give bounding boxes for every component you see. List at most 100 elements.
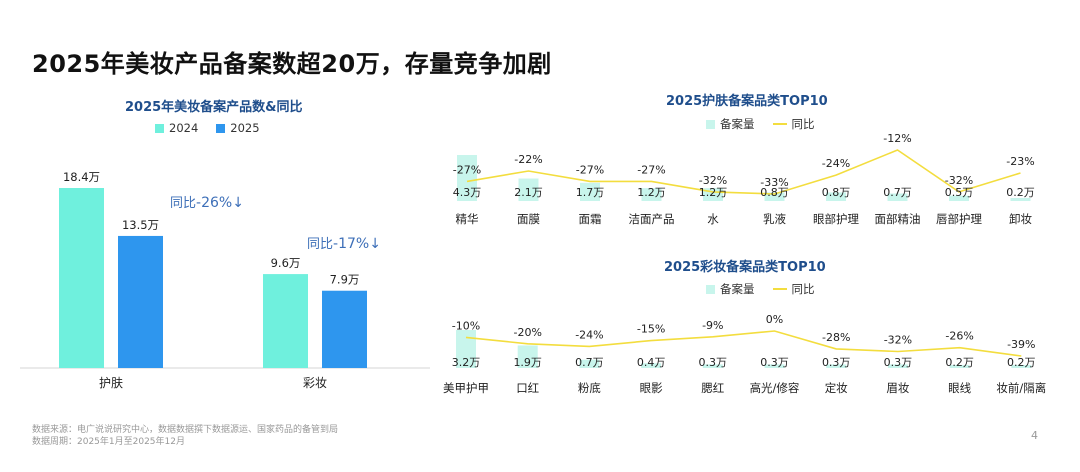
yoy-label: -9% bbox=[702, 319, 723, 332]
volume-bar bbox=[764, 192, 785, 201]
category-label: 卸妆 bbox=[1009, 212, 1032, 226]
yoy-line bbox=[466, 149, 1021, 195]
volume-bar bbox=[949, 195, 969, 201]
yoy-label: -22% bbox=[514, 153, 542, 166]
legend-yoy-swatch bbox=[772, 288, 787, 290]
volume-bar bbox=[1011, 365, 1032, 368]
volume-label: 0.7万 bbox=[575, 356, 604, 369]
volume-label: 0.5万 bbox=[945, 186, 974, 199]
volume-bar bbox=[641, 188, 662, 201]
volume-bar bbox=[826, 364, 847, 368]
makeup-chart-title: 2025彩妆备案品类TOP10 bbox=[664, 260, 826, 275]
category-label: 眉妆 bbox=[886, 381, 909, 395]
legend-volume-swatch bbox=[706, 284, 715, 294]
yoy-label: -24% bbox=[575, 328, 603, 341]
category-label: 粉底 bbox=[578, 381, 601, 395]
footnote-period: 数据周期：2025年1月至2025年12月 bbox=[32, 437, 185, 447]
volume-bar bbox=[764, 364, 785, 368]
legend-volume: 备案量 bbox=[706, 116, 755, 132]
category-label: 洁面产品 bbox=[629, 212, 675, 226]
legend-yoy-swatch bbox=[772, 123, 787, 125]
footnote-source: 数据来源：电广说说研究中心，数据数据撰下数据源运、国家药品的备管到局 bbox=[32, 425, 339, 435]
skincare-yoy-annotation: 同比-26%↓ bbox=[170, 195, 244, 211]
volume-label: 0.8万 bbox=[760, 186, 789, 199]
yoy-label: -28% bbox=[822, 331, 850, 344]
category-label: 高光/修容 bbox=[750, 381, 800, 395]
volume-label: 0.3万 bbox=[884, 356, 913, 369]
bar-value-label: 9.6万 bbox=[271, 256, 301, 270]
volume-label: 1.9万 bbox=[513, 356, 542, 369]
volume-label: 0.2万 bbox=[1006, 186, 1035, 199]
yoy-label: -39% bbox=[1007, 338, 1035, 351]
yoy-label: -27% bbox=[637, 163, 665, 176]
legend-volume-swatch bbox=[706, 119, 715, 129]
volume-label: 0.7万 bbox=[883, 186, 912, 199]
category-label: 眼线 bbox=[948, 381, 971, 395]
yoy-label: -32% bbox=[884, 334, 912, 347]
volume-bar bbox=[579, 359, 600, 368]
category-label: 精华 bbox=[456, 212, 479, 226]
volume-label: 2.1万 bbox=[514, 186, 543, 199]
page-title: 2025年美妆产品备案数超20万，存量竞争加剧 bbox=[32, 50, 552, 78]
category-label: 腮红 bbox=[701, 381, 724, 395]
volume-label: 1.7万 bbox=[576, 186, 605, 199]
volume-bar bbox=[949, 365, 970, 368]
volume-bar bbox=[826, 192, 846, 201]
makeup-chart-legend: 备案量 同比 bbox=[706, 281, 815, 297]
category-label: 乳液 bbox=[763, 212, 786, 226]
yoy-label: -24% bbox=[822, 157, 850, 170]
legend-2025: 2025 bbox=[216, 121, 260, 135]
legend-2024-swatch bbox=[155, 123, 164, 133]
skincare-chart-legend: 备案量 同比 bbox=[706, 116, 815, 132]
bar-2024-1 bbox=[263, 274, 308, 368]
makeup-yoy-annotation: 同比-17%↓ bbox=[307, 236, 381, 252]
volume-bar bbox=[518, 178, 539, 201]
legend-2024: 2024 bbox=[155, 121, 198, 135]
volume-bar bbox=[887, 364, 908, 368]
bar-2025-0 bbox=[118, 235, 163, 368]
category-label: 口红 bbox=[516, 381, 539, 395]
volume-label: 0.3万 bbox=[760, 356, 789, 369]
yoy-label: -20% bbox=[513, 326, 541, 339]
yoy-label: -27% bbox=[576, 163, 604, 176]
category-label: 面霜 bbox=[579, 212, 602, 226]
legend-yoy: 同比 bbox=[772, 116, 815, 132]
main-chart-title: 2025年美妆备案产品数&同比 bbox=[125, 100, 303, 115]
yoy-label: -27% bbox=[453, 163, 481, 176]
bar-value-label: 13.5万 bbox=[122, 218, 159, 232]
volume-label: 3.2万 bbox=[452, 356, 481, 369]
volume-bar bbox=[580, 182, 600, 201]
category-label: 面部精油 bbox=[875, 212, 921, 226]
volume-label: 0.3万 bbox=[699, 356, 728, 369]
bar-2024-0 bbox=[59, 188, 104, 368]
yoy-label: -33% bbox=[760, 176, 788, 189]
volume-label: 0.8万 bbox=[822, 186, 851, 199]
volume-label: 1.2万 bbox=[637, 186, 666, 199]
yoy-label: -12% bbox=[883, 132, 911, 145]
footnote: 数据来源：电广说说研究中心，数据数据撰下数据源运、国家药品的备管到局 数据周期：… bbox=[32, 424, 338, 448]
page-number: 4 bbox=[1031, 429, 1038, 442]
volume-label: 4.3万 bbox=[453, 186, 482, 199]
yoy-label: -32% bbox=[945, 174, 973, 187]
volume-label: 0.2万 bbox=[1007, 356, 1036, 369]
legend-yoy: 同比 bbox=[772, 281, 815, 297]
volume-label: 0.2万 bbox=[945, 356, 974, 369]
volume-label: 0.3万 bbox=[822, 356, 851, 369]
volume-bar bbox=[702, 364, 723, 368]
category-label: 彩妆 bbox=[303, 376, 327, 390]
yoy-label: 0% bbox=[766, 313, 783, 326]
category-label: 美甲护甲 bbox=[443, 381, 489, 395]
legend-volume: 备案量 bbox=[706, 281, 755, 297]
category-label: 护肤 bbox=[99, 375, 123, 390]
yoy-label: -15% bbox=[637, 323, 665, 336]
legend-2025-swatch bbox=[216, 123, 226, 133]
bar-2025-1 bbox=[322, 290, 367, 368]
yoy-line bbox=[465, 330, 1022, 357]
volume-label: 0.4万 bbox=[637, 356, 666, 369]
yoy-label: -10% bbox=[452, 319, 480, 332]
yoy-label: -32% bbox=[699, 174, 727, 187]
category-label: 眼部护理 bbox=[813, 212, 859, 226]
volume-bar bbox=[641, 363, 662, 368]
category-label: 定妆 bbox=[825, 381, 848, 395]
volume-bar bbox=[517, 345, 538, 368]
